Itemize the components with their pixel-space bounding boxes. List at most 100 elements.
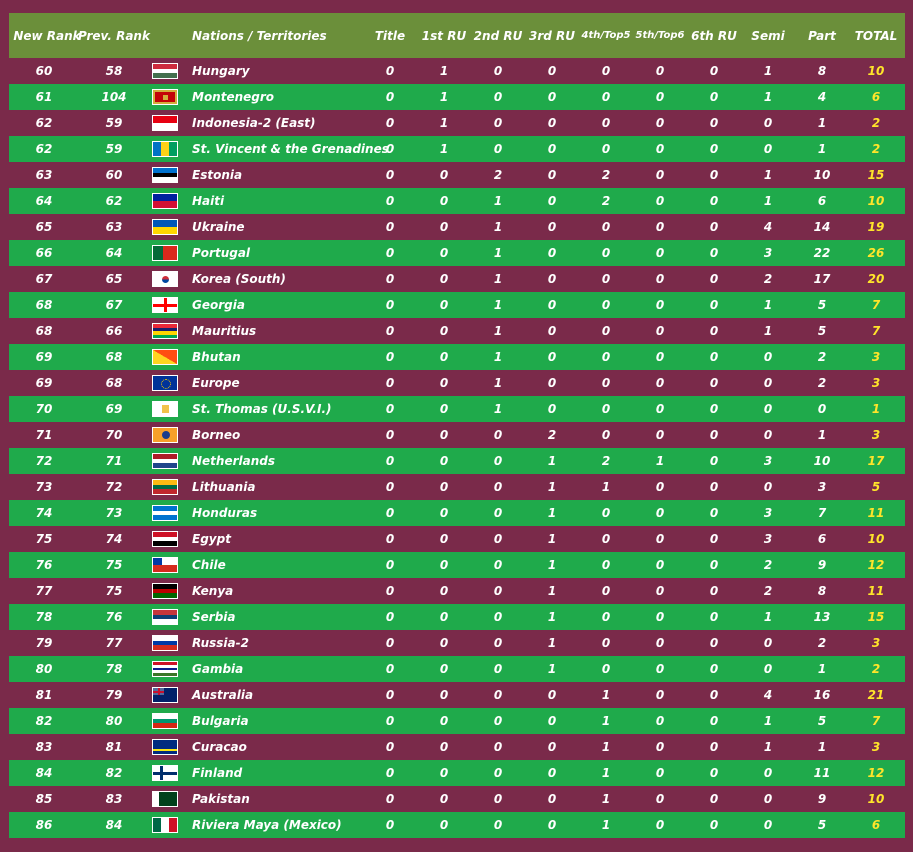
cell-semi: 0 xyxy=(763,376,773,390)
bhutan-flag xyxy=(152,349,178,365)
cell-title: 0 xyxy=(385,480,395,494)
cell-5th-top6: 0 xyxy=(655,688,665,702)
cell-total: 3 xyxy=(871,428,881,442)
cell-total: 2 xyxy=(871,142,881,156)
cell-4th-top5: 0 xyxy=(601,90,611,104)
cell-new-rank: 64 xyxy=(35,194,53,208)
cell-new-rank: 86 xyxy=(35,818,53,832)
cell-3rd-ru: 1 xyxy=(547,480,557,494)
cell-6th-ru: 0 xyxy=(709,506,719,520)
table-row: 76 75 Chile 0 0 0 1 0 0 0 2 9 12 xyxy=(9,552,905,578)
cell-1st-ru: 1 xyxy=(439,64,449,78)
cell-new-rank: 67 xyxy=(35,272,53,286)
cell-new-rank: 73 xyxy=(35,480,53,494)
cell-4th-top5: 0 xyxy=(601,428,611,442)
cell-1st-ru: 0 xyxy=(439,740,449,754)
cell-prev-rank: 69 xyxy=(105,402,123,416)
cell-semi: 0 xyxy=(763,402,773,416)
cell-5th-top6: 0 xyxy=(655,64,665,78)
cell-title: 0 xyxy=(385,740,395,754)
table-row: 78 76 Serbia 0 0 0 1 0 0 0 1 13 15 xyxy=(9,604,905,630)
header-new-rank: New Rank xyxy=(13,28,81,43)
cell-part: 1 xyxy=(817,116,827,130)
cell-1st-ru: 0 xyxy=(439,558,449,572)
header-part: Part xyxy=(808,28,836,43)
lithuania-flag xyxy=(152,479,178,495)
cell-6th-ru: 0 xyxy=(709,116,719,130)
cell-5th-top6: 0 xyxy=(655,480,665,494)
cell-6th-ru: 0 xyxy=(709,480,719,494)
cell-total: 7 xyxy=(871,298,881,312)
cell-title: 0 xyxy=(385,350,395,364)
cell-3rd-ru: 0 xyxy=(547,688,557,702)
cell-5th-top6: 0 xyxy=(655,246,665,260)
cell-2nd-ru: 1 xyxy=(493,220,503,234)
cell-new-rank: 82 xyxy=(35,714,53,728)
cell-4th-top5: 0 xyxy=(601,610,611,624)
cell-semi: 1 xyxy=(763,714,773,728)
cell-6th-ru: 0 xyxy=(709,272,719,286)
cell-new-rank: 69 xyxy=(35,376,53,390)
table-row: 82 80 Bulgaria 0 0 0 0 1 0 0 1 5 7 xyxy=(9,708,905,734)
cell-4th-top5: 2 xyxy=(601,194,611,208)
cell-4th-top5: 0 xyxy=(601,532,611,546)
mauritius-flag xyxy=(152,323,178,339)
cell-new-rank: 69 xyxy=(35,350,53,364)
header-total: TOTAL xyxy=(854,28,898,43)
cell-nation: Lithuania xyxy=(192,480,256,494)
indonesia-flag xyxy=(152,115,178,131)
cell-1st-ru: 0 xyxy=(439,220,449,234)
table-row: 67 65 Korea (South) 0 0 1 0 0 0 0 2 17 20 xyxy=(9,266,905,292)
cell-6th-ru: 0 xyxy=(709,688,719,702)
cell-2nd-ru: 1 xyxy=(493,272,503,286)
cell-part: 5 xyxy=(817,298,827,312)
cell-new-rank: 74 xyxy=(35,506,53,520)
cell-4th-top5: 0 xyxy=(601,142,611,156)
table-row: 83 81 Curacao 0 0 0 0 1 0 0 1 1 3 xyxy=(9,734,905,760)
cell-nation: Gambia xyxy=(192,662,244,676)
table-row: 71 70 Borneo 0 0 0 2 0 0 0 0 1 3 xyxy=(9,422,905,448)
cell-1st-ru: 0 xyxy=(439,428,449,442)
cell-part: 8 xyxy=(817,64,827,78)
cell-5th-top6: 0 xyxy=(655,714,665,728)
finland-flag xyxy=(152,765,178,781)
cell-1st-ru: 0 xyxy=(439,688,449,702)
table-row: 80 78 Gambia 0 0 0 1 0 0 0 0 1 2 xyxy=(9,656,905,682)
cell-2nd-ru: 0 xyxy=(493,506,503,520)
cell-6th-ru: 0 xyxy=(709,220,719,234)
cell-1st-ru: 0 xyxy=(439,766,449,780)
cell-semi: 3 xyxy=(763,506,773,520)
table-row: 62 59 Indonesia-2 (East) 0 1 0 0 0 0 0 0 1 2 xyxy=(9,110,905,136)
cell-1st-ru: 0 xyxy=(439,168,449,182)
cell-1st-ru: 0 xyxy=(439,376,449,390)
cell-prev-rank: 80 xyxy=(105,714,123,728)
cell-3rd-ru: 0 xyxy=(547,766,557,780)
cell-nation: Estonia xyxy=(192,168,243,182)
table-row: 69 68 Europe 0 0 1 0 0 0 0 0 2 3 xyxy=(9,370,905,396)
cell-total: 15 xyxy=(867,168,885,182)
cell-nation: Kenya xyxy=(192,584,234,598)
cell-2nd-ru: 0 xyxy=(493,792,503,806)
cell-prev-rank: 67 xyxy=(105,298,123,312)
cell-4th-top5: 0 xyxy=(601,350,611,364)
cell-1st-ru: 1 xyxy=(439,90,449,104)
cell-part: 6 xyxy=(817,194,827,208)
cell-5th-top6: 0 xyxy=(655,662,665,676)
cell-semi: 1 xyxy=(763,610,773,624)
cell-3rd-ru: 1 xyxy=(547,584,557,598)
cell-new-rank: 83 xyxy=(35,740,53,754)
table-row: 60 58 Hungary 0 1 0 0 0 0 0 1 8 10 xyxy=(9,58,905,84)
serbia-flag xyxy=(152,609,178,625)
table-row: 63 60 Estonia 0 0 2 0 2 0 0 1 10 15 xyxy=(9,162,905,188)
cell-part: 1 xyxy=(817,740,827,754)
cell-semi: 2 xyxy=(763,584,773,598)
cell-total: 2 xyxy=(871,662,881,676)
europe-flag xyxy=(152,375,178,391)
cell-title: 0 xyxy=(385,324,395,338)
table-row: 66 64 Portugal 0 0 1 0 0 0 0 3 22 26 xyxy=(9,240,905,266)
cell-5th-top6: 0 xyxy=(655,766,665,780)
cell-part: 2 xyxy=(817,636,827,650)
cell-2nd-ru: 1 xyxy=(493,350,503,364)
cell-2nd-ru: 1 xyxy=(493,194,503,208)
cell-4th-top5: 0 xyxy=(601,402,611,416)
